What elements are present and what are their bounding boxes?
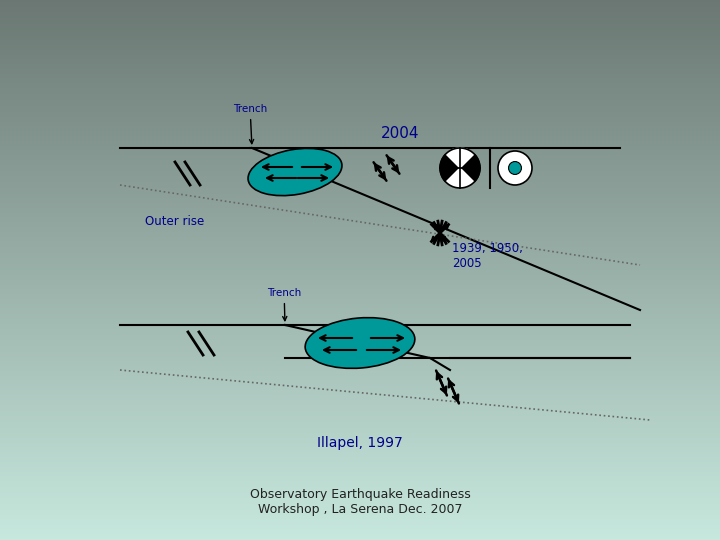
Ellipse shape <box>305 318 415 368</box>
Text: Observatory Earthquake Readiness
Workshop , La Serena Dec. 2007: Observatory Earthquake Readiness Worksho… <box>250 488 470 516</box>
Text: Outer rise: Outer rise <box>145 215 204 228</box>
Circle shape <box>508 161 521 174</box>
Text: Illapel, 1997: Illapel, 1997 <box>317 436 403 450</box>
Wedge shape <box>446 168 474 188</box>
Text: Trench: Trench <box>233 104 267 144</box>
Text: 1939, 1950,
2005: 1939, 1950, 2005 <box>452 242 523 270</box>
Ellipse shape <box>248 148 342 195</box>
Wedge shape <box>446 148 474 168</box>
Circle shape <box>498 151 532 185</box>
Circle shape <box>440 148 480 188</box>
Text: Trench: Trench <box>267 288 301 321</box>
Text: 2004: 2004 <box>381 125 419 140</box>
